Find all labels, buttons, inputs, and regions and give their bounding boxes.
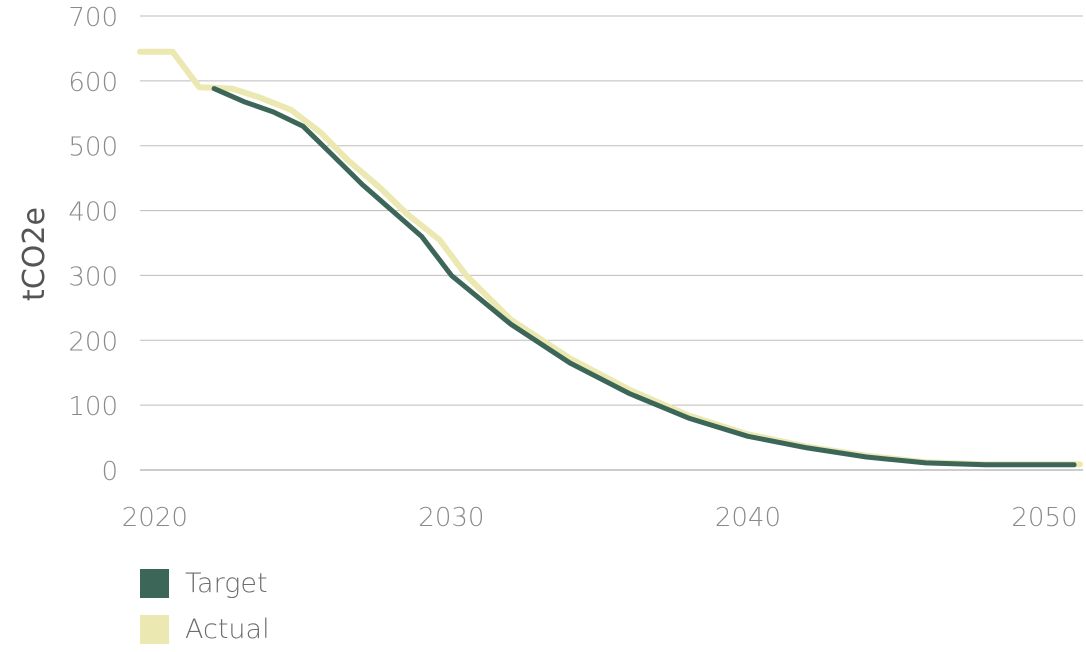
x-tick-label: 2030 (418, 503, 484, 533)
y-tick-label: 700 (68, 3, 118, 33)
legend: Target Actual (140, 560, 270, 652)
y-axis-label: tCO2e (17, 207, 52, 301)
y-tick-label: 300 (68, 262, 118, 292)
y-tick-label: 0 (101, 457, 118, 487)
legend-swatch-target (140, 568, 169, 598)
legend-label-actual: Actual (185, 613, 270, 645)
x-tick-label: 2040 (715, 503, 781, 533)
series-lines (137, 48, 1083, 468)
y-tick-label: 200 (68, 327, 118, 357)
x-tick-label: 2020 (122, 503, 188, 533)
y-tick-label: 100 (68, 392, 118, 422)
y-tick-label: 500 (68, 133, 118, 163)
x-axis-ticks: 2020 2030 2040 2050 (122, 503, 1078, 533)
y-tick-label: 400 (68, 198, 118, 228)
legend-item-target: Target (140, 560, 270, 606)
y-tick-label: 600 (68, 68, 118, 98)
legend-swatch-actual (140, 614, 169, 644)
gridlines (140, 15, 1083, 471)
series-line-target (211, 86, 1077, 468)
legend-label-target: Target (185, 567, 268, 599)
legend-item-actual: Actual (140, 606, 270, 652)
y-axis-ticks: 0 100 200 300 400 500 600 700 (68, 3, 118, 487)
x-tick-label: 2050 (1011, 503, 1077, 533)
